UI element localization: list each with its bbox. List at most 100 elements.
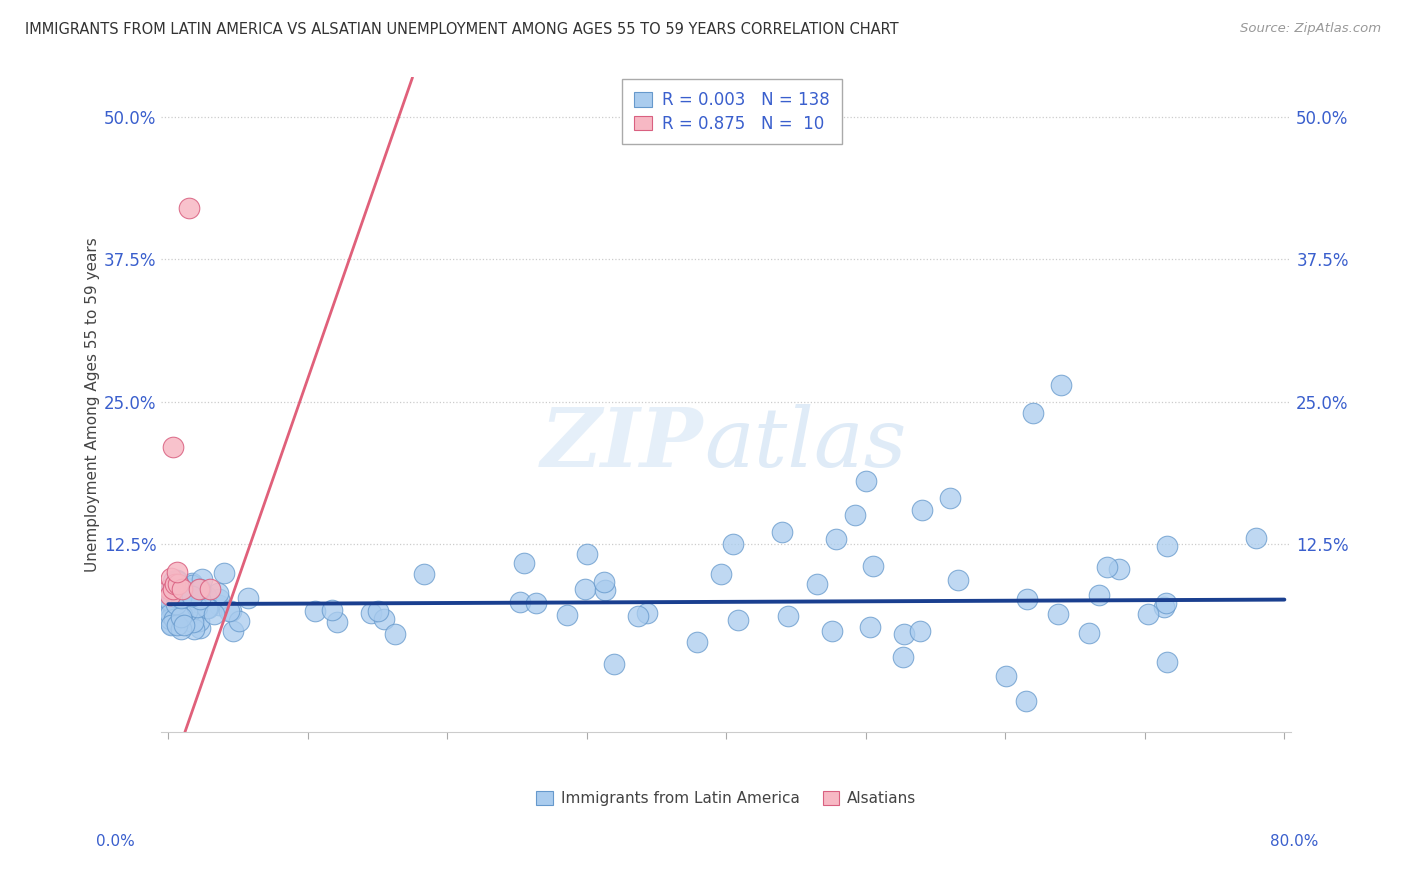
Point xyxy=(938,491,960,506)
Point xyxy=(603,657,626,672)
Point xyxy=(169,593,191,607)
Point xyxy=(170,598,193,612)
Point xyxy=(159,585,181,599)
Point xyxy=(384,627,406,641)
Point xyxy=(721,537,744,551)
Point xyxy=(167,608,190,623)
Point xyxy=(994,669,1017,683)
Point xyxy=(908,624,931,638)
Point xyxy=(181,576,204,591)
Point xyxy=(167,590,190,604)
Point xyxy=(159,607,181,621)
Point xyxy=(184,595,207,609)
Point xyxy=(181,592,204,607)
Point xyxy=(163,612,186,626)
Point xyxy=(159,605,181,619)
Point xyxy=(855,475,877,489)
Point xyxy=(238,591,260,606)
Point xyxy=(207,586,229,600)
Point xyxy=(367,604,389,618)
Point xyxy=(806,577,828,591)
Point xyxy=(162,582,184,597)
Point xyxy=(195,590,218,604)
Point xyxy=(166,618,188,632)
Point xyxy=(627,608,650,623)
Point xyxy=(186,605,208,619)
Y-axis label: Unemployment Among Ages 55 to 59 years: Unemployment Among Ages 55 to 59 years xyxy=(86,237,100,572)
Point xyxy=(174,597,197,611)
Point xyxy=(172,579,194,593)
Point xyxy=(844,508,866,522)
Point xyxy=(165,603,187,617)
Point xyxy=(413,566,436,581)
Point xyxy=(686,635,709,649)
Point xyxy=(165,576,187,591)
Point xyxy=(173,596,195,610)
Point xyxy=(169,588,191,602)
Point xyxy=(170,591,193,605)
Point xyxy=(180,602,202,616)
Point xyxy=(825,532,848,546)
Point xyxy=(176,604,198,618)
Point xyxy=(1156,656,1178,670)
Point xyxy=(191,588,214,602)
Point xyxy=(948,573,970,587)
Point xyxy=(173,609,195,624)
Point xyxy=(821,624,844,638)
Point xyxy=(727,613,749,627)
Point xyxy=(200,582,222,597)
Point xyxy=(778,608,800,623)
Point xyxy=(325,615,347,629)
Point xyxy=(165,591,187,605)
Point xyxy=(593,574,616,589)
Point xyxy=(172,588,194,602)
Point xyxy=(160,581,183,595)
Point xyxy=(162,574,184,588)
Point xyxy=(188,614,211,628)
Point xyxy=(1046,607,1069,621)
Point xyxy=(1088,588,1111,602)
Point xyxy=(172,603,194,617)
Point xyxy=(893,627,915,641)
Point xyxy=(891,650,914,665)
Point xyxy=(1078,626,1101,640)
Point xyxy=(1156,539,1178,553)
Point xyxy=(160,571,183,585)
Point xyxy=(195,601,218,615)
Point xyxy=(636,606,658,620)
Text: atlas: atlas xyxy=(704,404,905,483)
Point xyxy=(190,572,212,586)
Point xyxy=(165,597,187,611)
Point xyxy=(181,615,204,630)
Point xyxy=(162,440,184,454)
Point xyxy=(188,582,211,596)
Point xyxy=(188,621,211,635)
Point xyxy=(165,587,187,601)
Point xyxy=(188,591,211,606)
Point xyxy=(173,602,195,616)
Point xyxy=(157,582,180,597)
Point xyxy=(513,556,536,570)
Point xyxy=(165,597,187,611)
Point xyxy=(304,604,326,618)
Point xyxy=(169,598,191,612)
Point xyxy=(160,582,183,597)
Point xyxy=(214,566,236,581)
Text: IMMIGRANTS FROM LATIN AMERICA VS ALSATIAN UNEMPLOYMENT AMONG AGES 55 TO 59 YEARS: IMMIGRANTS FROM LATIN AMERICA VS ALSATIA… xyxy=(25,22,898,37)
Point xyxy=(207,591,229,606)
Point xyxy=(159,588,181,602)
Point xyxy=(167,576,190,591)
Point xyxy=(186,592,208,607)
Point xyxy=(167,601,190,615)
Point xyxy=(576,547,599,561)
Point xyxy=(172,582,194,597)
Point xyxy=(202,607,225,621)
Point xyxy=(709,566,731,581)
Point xyxy=(1108,562,1130,576)
Point xyxy=(160,616,183,631)
Point xyxy=(180,577,202,591)
Point xyxy=(179,201,201,215)
Point xyxy=(170,606,193,620)
Point xyxy=(218,604,240,618)
Point xyxy=(180,589,202,603)
